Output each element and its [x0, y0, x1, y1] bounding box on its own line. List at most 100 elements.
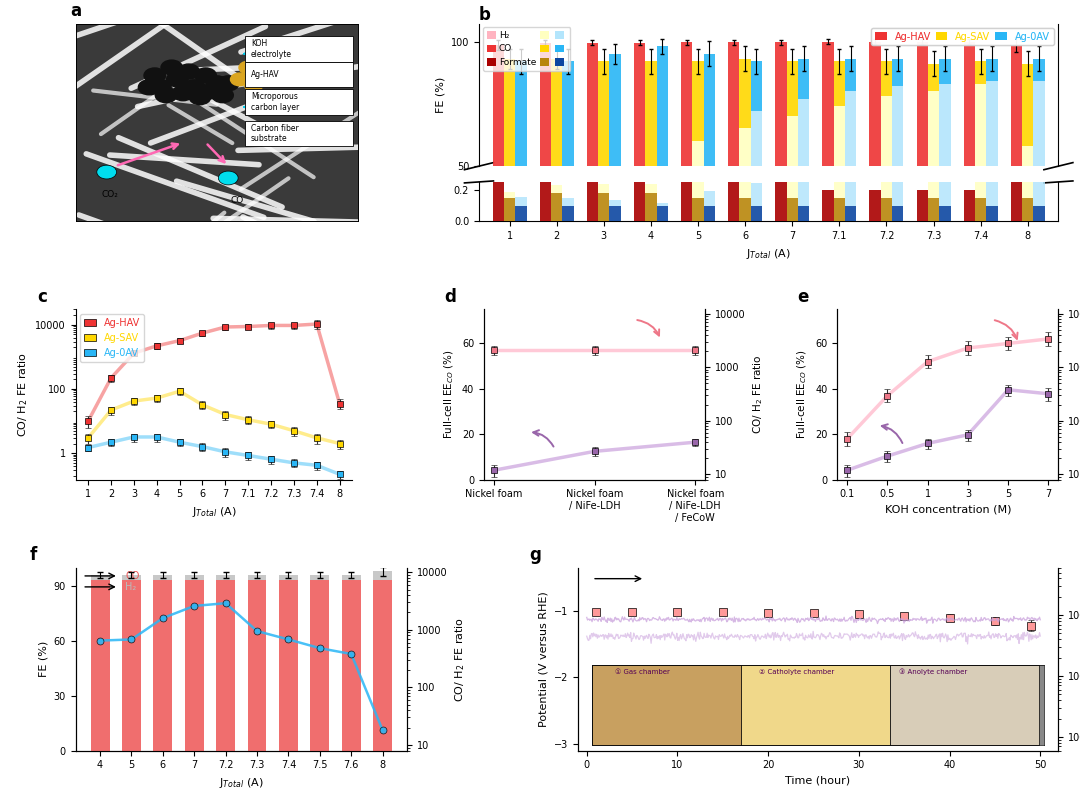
Bar	[91, 580, 109, 751]
Bar	[1034, 59, 1044, 82]
Bar	[845, 206, 856, 221]
Bar	[153, 580, 173, 751]
Bar	[657, 46, 667, 273]
Bar	[586, 43, 598, 282]
Bar	[692, 141, 704, 291]
Circle shape	[97, 165, 117, 179]
Bar	[492, 45, 504, 277]
Bar	[928, 173, 940, 198]
Bar	[940, 84, 950, 291]
Circle shape	[138, 80, 160, 94]
Bar	[598, 183, 609, 193]
Circle shape	[201, 84, 222, 98]
Circle shape	[184, 80, 205, 94]
Bar	[881, 198, 892, 221]
Circle shape	[259, 71, 276, 84]
Bar	[247, 580, 267, 751]
Bar	[728, 42, 740, 286]
FancyBboxPatch shape	[245, 90, 352, 115]
Bar	[374, 571, 392, 580]
Bar	[492, 143, 504, 221]
Bar	[940, 179, 950, 206]
Bar	[928, 91, 940, 291]
Text: Microporous
carbon layer: Microporous carbon layer	[251, 92, 299, 112]
Circle shape	[206, 76, 228, 91]
Bar	[798, 98, 809, 291]
Bar	[822, 288, 834, 291]
Bar	[704, 206, 715, 221]
Bar	[986, 59, 998, 82]
Bar	[786, 198, 798, 221]
Bar	[775, 286, 786, 290]
Bar	[740, 178, 751, 198]
Circle shape	[189, 90, 211, 105]
Bar	[540, 284, 551, 290]
Circle shape	[178, 64, 200, 79]
Circle shape	[230, 73, 248, 86]
Bar	[1011, 95, 1022, 221]
Bar	[751, 111, 762, 291]
Bar	[892, 86, 903, 291]
Bar	[917, 42, 928, 288]
Bar	[551, 185, 563, 193]
X-axis label: J$_{Total}$ (A): J$_{Total}$ (A)	[191, 505, 237, 519]
Bar	[1022, 198, 1034, 221]
Bar	[775, 174, 786, 221]
Y-axis label: Full-cell EE$_{CO}$ (%): Full-cell EE$_{CO}$ (%)	[796, 349, 810, 440]
Y-axis label: CO/ H$_2$ FE ratio: CO/ H$_2$ FE ratio	[453, 617, 467, 701]
Bar	[504, 245, 515, 291]
Bar	[247, 575, 267, 580]
Bar	[681, 42, 692, 286]
Bar	[869, 288, 881, 291]
Bar	[598, 193, 609, 221]
Bar	[740, 128, 751, 291]
Bar	[704, 54, 715, 178]
Bar	[657, 206, 667, 221]
Bar	[1034, 82, 1044, 291]
Bar	[609, 206, 621, 221]
Bar	[881, 61, 892, 96]
Y-axis label: FE (%): FE (%)	[38, 641, 49, 677]
Bar	[692, 61, 704, 141]
Bar	[563, 206, 573, 221]
Bar	[185, 575, 204, 580]
Text: d: d	[444, 288, 456, 306]
Bar	[374, 580, 392, 751]
Bar	[728, 174, 740, 221]
Y-axis label: CO/ H$_2$ FE ratio: CO/ H$_2$ FE ratio	[752, 355, 765, 434]
X-axis label: J$_{Total}$ (A): J$_{Total}$ (A)	[746, 247, 791, 261]
Bar	[1022, 179, 1034, 198]
Bar	[609, 248, 621, 291]
Text: a: a	[70, 2, 81, 20]
Bar	[928, 64, 940, 91]
Legend: Ag-HAV, Ag-SAV, Ag-0AV: Ag-HAV, Ag-SAV, Ag-0AV	[872, 27, 1053, 45]
Bar	[845, 180, 856, 206]
Circle shape	[150, 80, 171, 94]
Bar	[1011, 94, 1022, 95]
Bar	[986, 179, 998, 206]
X-axis label: Time (hour): Time (hour)	[785, 776, 851, 786]
Text: Ag-HAV: Ag-HAV	[251, 70, 280, 79]
Bar	[881, 173, 892, 198]
Bar	[492, 277, 504, 290]
Legend: Ag-HAV, Ag-SAV, Ag-0AV: Ag-HAV, Ag-SAV, Ag-0AV	[81, 314, 144, 362]
Bar	[892, 59, 903, 86]
Circle shape	[166, 72, 188, 87]
Bar	[540, 43, 551, 284]
Bar	[645, 183, 657, 193]
Bar	[834, 106, 845, 291]
Circle shape	[173, 86, 193, 101]
Bar	[91, 575, 109, 580]
Bar	[822, 42, 834, 288]
Bar	[681, 174, 692, 221]
Circle shape	[218, 171, 238, 185]
Bar	[563, 61, 573, 228]
Text: CO: CO	[230, 196, 243, 205]
Bar	[492, 290, 504, 291]
Bar	[504, 59, 515, 245]
Text: CO₂: CO₂	[102, 190, 118, 199]
Bar	[869, 190, 881, 221]
X-axis label: J$_{Total}$ (A): J$_{Total}$ (A)	[219, 776, 264, 790]
Bar	[279, 580, 298, 751]
Bar	[740, 198, 751, 221]
